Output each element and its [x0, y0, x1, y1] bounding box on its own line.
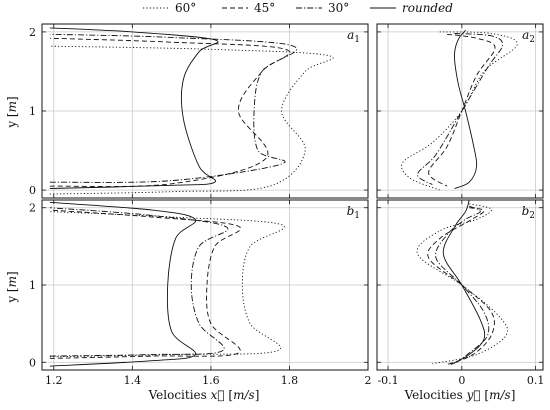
series-group-a2 — [401, 30, 518, 191]
gridlines-a2 — [377, 24, 543, 198]
x-tick-label-b1-1.6: 1.6 — [202, 374, 220, 387]
x-axis-label-right: Velocities y⃗ [m/s] — [404, 388, 516, 402]
y-tick-label-b1-0: 0 — [29, 356, 36, 369]
panel-label-b2: b2 — [522, 204, 535, 221]
legend-item-s60: 60° — [143, 1, 196, 15]
x-tick-label-b1-1.2: 1.2 — [45, 374, 63, 387]
x-tick-label-b2--0.1: -0.1 — [377, 374, 398, 387]
panel-label-a1: a1 — [347, 28, 360, 45]
series-line-b1-30° — [49, 207, 229, 357]
series-line-b1-60° — [49, 211, 285, 358]
y-tick-label-b1-1: 1 — [29, 279, 36, 292]
panel-label-a2: a2 — [522, 28, 535, 45]
y-tick-label-a1-0: 0 — [29, 184, 36, 197]
panel-a1: 0 1 2 a1 — [29, 23, 369, 199]
legend-label-s30: 30° — [328, 1, 349, 15]
x-tick-label-b1-1.4: 1.4 — [124, 374, 142, 387]
series-line-a1-30° — [49, 33, 297, 183]
y-axis-label-top: y [m] — [5, 96, 19, 128]
gridlines-a1 — [42, 24, 368, 198]
gridlines-b1 — [42, 200, 368, 370]
x-axis-label-left: Velocities x⃗ [m/s] — [148, 388, 260, 402]
x-tick-label-b2-0: 0 — [458, 374, 465, 387]
legend-item-rounded: rounded — [370, 1, 453, 15]
series-line-b2-60° — [416, 203, 508, 365]
legend-item-s30: 30° — [296, 1, 349, 15]
series-group-a1 — [49, 27, 334, 195]
panel-a2: a2 — [376, 23, 544, 199]
series-line-b1-45° — [49, 209, 242, 359]
y-axis-label-bottom: y [m] — [5, 271, 19, 303]
series-line-b2-45° — [427, 207, 495, 366]
panel-b2: -0.1 0 0.1 b2 — [376, 199, 545, 387]
y-tick-label-a1-2: 2 — [29, 26, 36, 39]
legend-item-s45: 45° — [222, 1, 275, 15]
y-tick-label-b1-2: 2 — [29, 202, 36, 215]
legend-label-s45: 45° — [254, 1, 275, 15]
x-tick-label-b1-2: 2 — [365, 374, 372, 387]
series-group-b1 — [49, 201, 285, 367]
panel-b1: 1.2 1.4 1.6 1.8 2 0 1 2 b1 — [29, 199, 372, 387]
panel-label-b1: b1 — [347, 204, 360, 221]
series-line-a2-45° — [428, 33, 496, 187]
panels: 0 1 2 a1 a2 1.2 1.4 1.6 1.8 2 0 1 2 b1 -0.1 0 0.1 b2 — [29, 23, 545, 387]
series-line-a2-rounded — [454, 30, 478, 189]
series-line-a2-30° — [417, 33, 503, 185]
series-line-b1-rounded — [49, 201, 197, 367]
legend: 60° 45° 30° rounded — [143, 1, 453, 15]
series-line-a1-45° — [49, 37, 290, 187]
x-tick-label-b1-1.8: 1.8 — [281, 374, 299, 387]
legend-label-rounded: rounded — [402, 1, 453, 15]
series-group-b2 — [416, 200, 508, 366]
gridlines-b2 — [377, 200, 543, 370]
series-line-a1-60° — [49, 45, 334, 195]
series-line-b2-rounded — [442, 200, 486, 365]
legend-label-s60: 60° — [175, 1, 196, 15]
x-tick-label-b2-0.1: 0.1 — [527, 374, 545, 387]
series-line-a1-rounded — [49, 27, 219, 189]
y-tick-label-a1-1: 1 — [29, 105, 36, 118]
